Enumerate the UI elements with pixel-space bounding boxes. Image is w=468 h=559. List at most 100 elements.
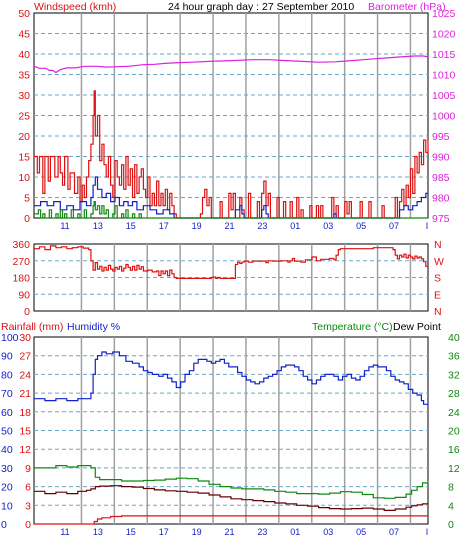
x-tick-label: 11 xyxy=(60,527,69,537)
x-tick-label: 13 xyxy=(93,221,103,231)
barometer-tick-label: 1025 xyxy=(432,8,456,20)
x-tick-label: 01 xyxy=(290,221,300,231)
temperature-tick-label: 28 xyxy=(448,388,460,400)
x-tick-label: 17 xyxy=(159,527,169,537)
rainfall-axis-title: Rainfall (mm) xyxy=(1,321,63,333)
humidity-tick-label: 60 xyxy=(1,407,13,419)
series-line-humidity- xyxy=(34,351,429,407)
series-line-wind-direction xyxy=(34,245,428,279)
series-line-rainfall-mm- xyxy=(34,515,428,525)
barometer-tick-label: 1020 xyxy=(432,29,456,41)
x-tick-label: 11 xyxy=(60,221,69,231)
temperature-tick-label: 36 xyxy=(448,351,460,363)
windspeed-tick-label: 10 xyxy=(18,172,30,184)
x-tick-label: 01 xyxy=(290,527,300,537)
compass-tick-label: E xyxy=(434,289,441,301)
x-tick-label: 03 xyxy=(323,527,333,537)
windspeed-tick-label: 20 xyxy=(18,131,30,143)
rainfall-tick-label: 18 xyxy=(19,407,31,419)
temperature-tick-label: 32 xyxy=(448,369,460,381)
rainfall-tick-label: 0 xyxy=(25,519,31,531)
series-line-wind-green- xyxy=(34,201,428,219)
x-tick-label: 07 xyxy=(389,221,399,231)
rainfall-tick-label: 6 xyxy=(25,482,31,494)
humidity-tick-label: 100 xyxy=(1,332,19,344)
x-tick-label: 23 xyxy=(257,221,267,231)
compass-tick-label: S xyxy=(434,273,441,285)
x-tick-label: 19 xyxy=(192,527,202,537)
windspeed-tick-label: 25 xyxy=(18,111,30,123)
compass-tick-label: W xyxy=(434,256,444,268)
direction-tick-label: 90 xyxy=(18,289,30,301)
compass-tick-label: N xyxy=(434,306,442,318)
direction-tick-label: 270 xyxy=(12,256,30,268)
temperature-tick-label: 24 xyxy=(448,407,460,419)
humidity-tick-label: 0 xyxy=(1,519,7,531)
temperature-tick-label: 8 xyxy=(448,482,454,494)
x-tick-label: 21 xyxy=(224,527,234,537)
compass-tick-label: N xyxy=(434,239,442,251)
rainfall-tick-label: 9 xyxy=(25,463,31,475)
x-tick-label: 03 xyxy=(323,221,333,231)
barometer-tick-label: 985 xyxy=(432,172,450,184)
x-tick-label: 17 xyxy=(159,221,169,231)
rainfall-tick-label: 15 xyxy=(19,426,31,438)
barometer-tick-label: 980 xyxy=(432,193,450,205)
rainfall-tick-label: 27 xyxy=(19,351,31,363)
x-tick-label: I xyxy=(426,527,429,537)
windspeed-tick-label: 0 xyxy=(24,213,30,225)
direction-tick-label: 360 xyxy=(12,239,30,251)
windspeed-tick-label: 45 xyxy=(18,29,30,41)
windspeed-tick-label: 5 xyxy=(24,193,30,205)
rainfall-tick-label: 3 xyxy=(25,500,31,512)
x-tick-label: I xyxy=(426,221,429,231)
temperature-tick-label: 12 xyxy=(448,463,460,475)
barometer-tick-label: 990 xyxy=(432,152,450,164)
humidity-tick-label: 80 xyxy=(1,369,13,381)
windspeed-tick-label: 15 xyxy=(18,152,30,164)
series-line-dew-point xyxy=(34,485,429,511)
dewpoint-axis-title: Dew Point xyxy=(393,321,441,333)
humidity-tick-label: 20 xyxy=(1,482,13,494)
temperature-tick-label: 0 xyxy=(448,519,454,531)
humidity-tick-label: 30 xyxy=(1,463,13,475)
humidity-tick-label: 40 xyxy=(1,444,13,456)
temperature-tick-label: 40 xyxy=(448,332,460,344)
humidity-tick-label: 10 xyxy=(1,500,13,512)
humidity-tick-label: 90 xyxy=(1,351,13,363)
x-tick-label: 15 xyxy=(126,527,136,537)
temperature-tick-label: 20 xyxy=(448,426,460,438)
rainfall-tick-label: 24 xyxy=(19,369,31,381)
humidity-tick-label: 50 xyxy=(1,426,13,438)
windspeed-tick-label: 30 xyxy=(18,90,30,102)
humidity-tick-label: 70 xyxy=(1,388,13,400)
direction-tick-label: 0 xyxy=(24,306,30,318)
x-tick-label: 05 xyxy=(356,221,366,231)
windspeed-tick-label: 35 xyxy=(18,70,30,82)
temperature-tick-label: 4 xyxy=(448,500,454,512)
barometer-tick-label: 995 xyxy=(432,131,450,143)
x-tick-label: 15 xyxy=(126,221,136,231)
x-tick-label: 05 xyxy=(356,527,366,537)
temperature-axis-title: Temperature (°C) xyxy=(312,321,393,333)
graph-title: 24 hour graph day : 27 September 2010 xyxy=(168,1,354,13)
windspeed-axis-title: Windspeed (kmh) xyxy=(34,1,116,13)
windspeed-tick-label: 50 xyxy=(18,8,30,20)
x-tick-label: 23 xyxy=(257,527,267,537)
windspeed-tick-label: 40 xyxy=(18,49,30,61)
barometer-tick-label: 1015 xyxy=(432,49,456,61)
series-line-barometer-hpa- xyxy=(33,55,429,74)
barometer-tick-label: 1010 xyxy=(432,70,456,82)
x-tick-label: 21 xyxy=(224,221,234,231)
rainfall-tick-label: 30 xyxy=(19,332,31,344)
barometer-axis-title: Barometer (hPa) xyxy=(368,1,446,13)
rainfall-tick-label: 12 xyxy=(19,444,31,456)
barometer-tick-label: 975 xyxy=(432,213,450,225)
barometer-tick-label: 1005 xyxy=(432,90,456,102)
barometer-tick-label: 1000 xyxy=(432,111,456,123)
series-line-temperature-c- xyxy=(34,465,429,499)
x-tick-label: 19 xyxy=(192,221,202,231)
rainfall-tick-label: 21 xyxy=(19,388,31,400)
